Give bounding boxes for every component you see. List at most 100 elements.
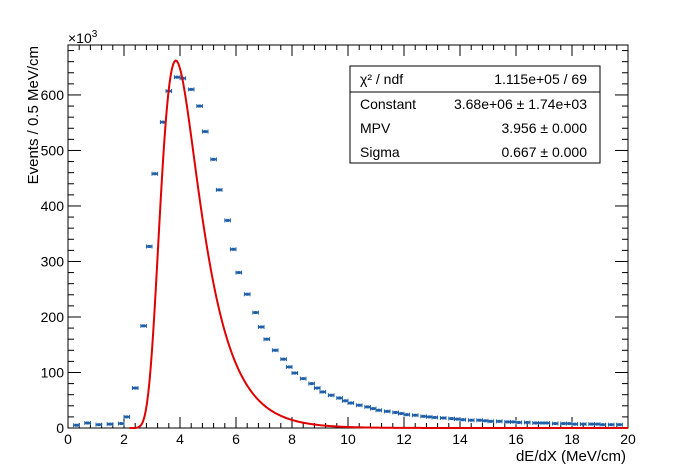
data-point (481, 418, 489, 423)
data-point (607, 422, 615, 427)
data-point-marker (125, 415, 129, 419)
data-point (123, 414, 131, 419)
x-tick-label: 14 (452, 431, 468, 447)
data-point (487, 419, 495, 424)
data-point (196, 104, 203, 109)
data-point (341, 398, 349, 403)
data-point-marker (539, 421, 543, 425)
data-point (523, 420, 531, 425)
data-point (95, 422, 103, 427)
data-point-marker (450, 417, 454, 421)
data-point (532, 421, 539, 426)
x-tick-label: 0 (64, 431, 72, 447)
data-point (215, 187, 223, 192)
data-point (448, 416, 455, 421)
data-point-marker (545, 421, 549, 425)
data-point-marker (441, 416, 445, 420)
data-points-series (73, 75, 623, 428)
data-point (515, 420, 523, 425)
x-tick-label: 20 (620, 431, 636, 447)
x-tick-label: 4 (176, 431, 184, 447)
data-point-marker (385, 409, 389, 413)
data-point (210, 157, 217, 162)
y-tick-label: 100 (41, 364, 65, 380)
data-point (467, 418, 475, 423)
data-point (140, 323, 147, 328)
data-point (537, 421, 545, 426)
data-point-marker (377, 408, 381, 412)
x-axis-label: dE/dX (MeV/cm) (516, 448, 626, 465)
stats-row-value-mpv: 3.956 ± 0.000 (501, 120, 587, 136)
data-point (504, 419, 511, 424)
data-point-marker (203, 130, 207, 134)
data-point-marker (525, 420, 529, 424)
data-point (271, 348, 279, 353)
stats-row-value-sigma: 0.667 ± 0.000 (501, 144, 587, 160)
data-point-marker (517, 420, 521, 424)
data-point (285, 364, 293, 369)
data-point-marker (175, 75, 179, 79)
data-point-marker (455, 417, 459, 421)
stats-row-label-sigma: Sigma (360, 144, 400, 160)
data-point (84, 421, 91, 426)
data-point (145, 244, 153, 249)
data-point (187, 87, 195, 92)
data-point-marker (343, 399, 347, 403)
data-point (420, 414, 427, 419)
data-point (397, 411, 405, 416)
data-point (439, 416, 447, 421)
data-point-marker (161, 120, 165, 124)
data-point-marker (595, 422, 599, 426)
data-point (403, 412, 411, 417)
x-tick-label: 18 (564, 431, 580, 447)
data-point (313, 386, 321, 391)
data-point (599, 422, 607, 427)
data-point (579, 422, 587, 427)
data-point (106, 422, 114, 427)
data-point-marker (618, 423, 622, 427)
data-point-marker (478, 418, 482, 422)
data-point-marker (534, 421, 538, 425)
data-point (543, 421, 551, 426)
data-point-marker (562, 422, 566, 426)
data-point-marker (461, 418, 465, 422)
data-point-marker (189, 87, 193, 91)
y-multiplier-exponent: 3 (92, 29, 98, 40)
data-point (299, 376, 307, 381)
x-tick-label: 6 (232, 431, 240, 447)
data-point-marker (338, 396, 342, 400)
y-axis-tick-labels: 0 100 200 300 400 500 600 (41, 87, 65, 436)
data-point (243, 292, 251, 297)
data-point-marker (133, 386, 137, 390)
data-point (411, 413, 419, 418)
data-point (593, 422, 601, 427)
x-tick-label: 16 (508, 431, 524, 447)
y-tick-label: 0 (56, 420, 64, 436)
data-point-marker (405, 413, 409, 417)
data-point-marker (217, 188, 221, 192)
y-tick-label: 400 (41, 198, 65, 214)
data-point (224, 218, 231, 223)
y-axis-ticks (68, 50, 628, 429)
data-point-marker (108, 422, 112, 426)
data-point (280, 357, 287, 362)
data-point (235, 270, 243, 275)
data-point-marker (601, 423, 605, 427)
data-point-marker (147, 244, 151, 248)
data-point (375, 408, 383, 413)
data-point-marker (212, 157, 216, 161)
data-point (117, 421, 125, 426)
data-point (425, 414, 433, 419)
x-tick-label: 8 (288, 431, 296, 447)
data-point (383, 409, 391, 414)
data-point (560, 421, 567, 426)
data-point (319, 389, 327, 394)
data-point (459, 417, 467, 422)
data-point-marker (273, 348, 277, 352)
data-point (257, 324, 265, 329)
data-point-marker (259, 325, 263, 329)
stats-row-value-chi2: 1.115e+05 / 69 (494, 71, 587, 87)
data-point-marker (366, 405, 370, 409)
stats-row-label-constant: Constant (360, 96, 416, 112)
data-point-marker (226, 218, 230, 222)
